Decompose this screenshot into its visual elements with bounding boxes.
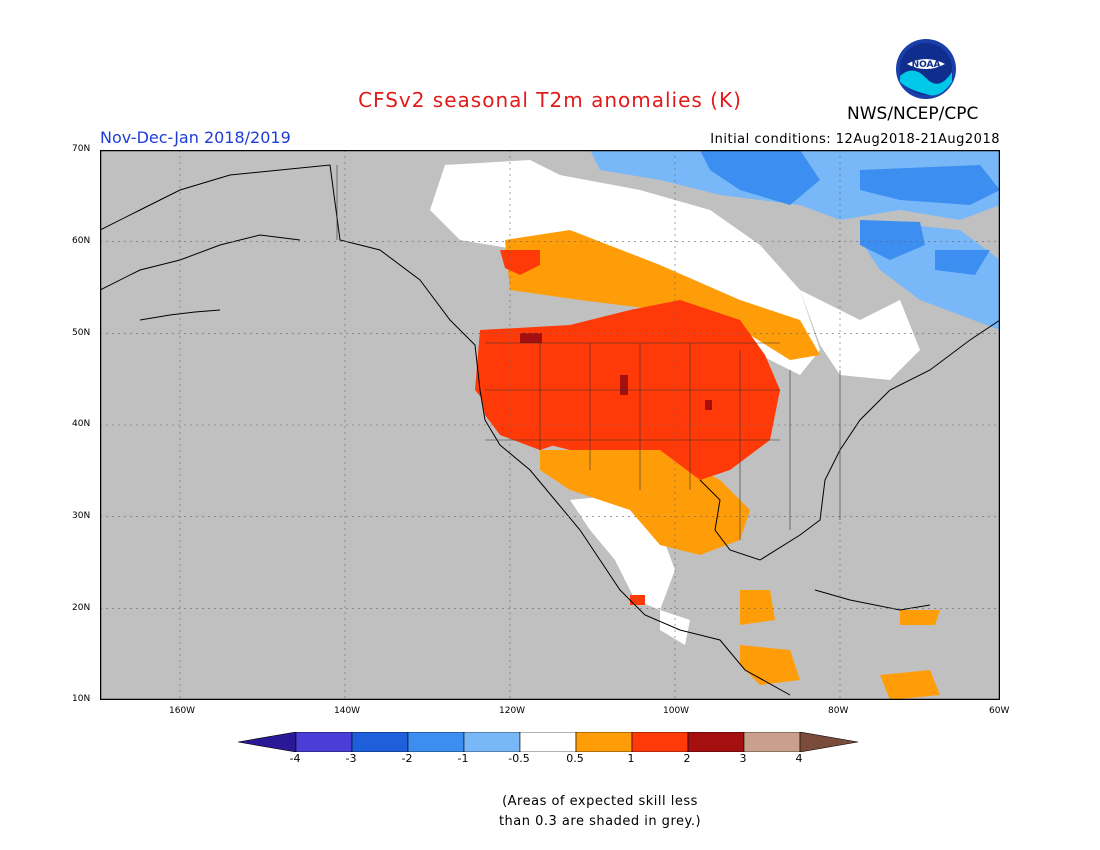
colorbar-segment xyxy=(631,731,689,753)
skill-footnote: (Areas of expected skill less than 0.3 a… xyxy=(400,792,800,832)
colorbar-tick: 1 xyxy=(627,752,635,765)
colorbar-tick: -1 xyxy=(457,752,469,765)
lat-label: 60N xyxy=(72,236,91,246)
noaa-logo: NOAA xyxy=(895,38,957,100)
colorbar-segment xyxy=(237,731,297,753)
colorbar-tick: -2 xyxy=(401,752,413,765)
coastlines xyxy=(99,164,1001,696)
lat-label: 30N xyxy=(72,511,91,521)
map-frame xyxy=(99,149,1001,701)
graticule xyxy=(100,150,1000,700)
political-borders xyxy=(336,165,841,540)
anomaly-map xyxy=(99,149,1001,701)
colorbar-tick: 3 xyxy=(739,752,747,765)
lon-label: 140W xyxy=(334,706,361,716)
colorbar xyxy=(237,731,862,753)
colorbar-tick: -3 xyxy=(345,752,357,765)
lat-label: 40N xyxy=(72,419,91,429)
lat-label: 70N xyxy=(72,144,91,154)
colorbar-tick: -0.5 xyxy=(508,752,530,765)
cool-anomaly-regions xyxy=(590,150,1000,330)
lat-label: 20N xyxy=(72,603,91,613)
colorbar-tick: 2 xyxy=(683,752,691,765)
chart-title: CFSv2 seasonal T2m anomalies (K) xyxy=(358,88,742,112)
lon-label: 160W xyxy=(169,706,196,716)
lat-label: 10N xyxy=(72,694,91,704)
footnote-line-2: than 0.3 are shaded in grey.) xyxy=(498,814,702,829)
lon-label: 60W xyxy=(989,706,1010,716)
footnote-line-1: (Areas of expected skill less xyxy=(502,794,698,809)
lon-label: 80W xyxy=(828,706,849,716)
colorbar-segment xyxy=(463,731,521,753)
colorbar-segment xyxy=(687,731,745,753)
colorbar-segment xyxy=(519,731,577,753)
lon-label: 120W xyxy=(499,706,526,716)
forecast-period: Nov-Dec-Jan 2018/2019 xyxy=(100,128,291,147)
colorbar-tick: 0.5 xyxy=(566,752,584,765)
colorbar-segment xyxy=(351,731,409,753)
lon-label: 100W xyxy=(663,706,690,716)
colorbar-tick: -4 xyxy=(289,752,301,765)
agency-label: NWS/NCEP/CPC xyxy=(847,104,979,124)
colorbar-segment xyxy=(743,731,801,753)
map-svg xyxy=(99,149,1001,701)
colorbar-segment xyxy=(295,731,353,753)
strong-warm-spots xyxy=(520,333,712,410)
colorbar-tick: 4 xyxy=(795,752,803,765)
colorbar-segment xyxy=(575,731,633,753)
lat-label: 50N xyxy=(72,328,91,338)
colorbar-svg xyxy=(237,731,859,753)
colorbar-segment xyxy=(407,731,465,753)
initial-conditions: Initial conditions: 12Aug2018-21Aug2018 xyxy=(710,132,1000,147)
logo-text: NOAA xyxy=(912,60,941,70)
colorbar-segment xyxy=(799,731,859,753)
